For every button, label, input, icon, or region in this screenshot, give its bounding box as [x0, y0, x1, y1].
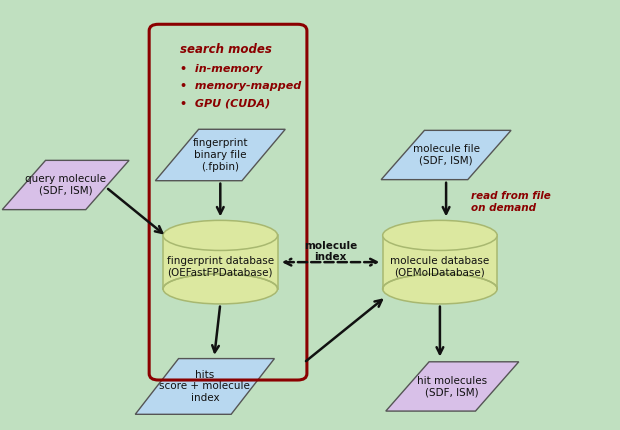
Ellipse shape	[383, 274, 497, 304]
Text: molecule database
(OEMolDatabase): molecule database (OEMolDatabase)	[390, 255, 490, 277]
Text: •  in-memory: • in-memory	[180, 64, 262, 74]
Polygon shape	[156, 129, 285, 181]
Text: molecule file
(SDF, ISM): molecule file (SDF, ISM)	[412, 144, 480, 166]
Ellipse shape	[163, 274, 278, 304]
Text: fingerprint database
(OEFastFPDatabase): fingerprint database (OEFastFPDatabase)	[167, 255, 274, 277]
Polygon shape	[163, 235, 278, 289]
Polygon shape	[386, 362, 519, 411]
Text: read from file
on demand: read from file on demand	[471, 191, 551, 213]
Text: query molecule
(SDF, ISM): query molecule (SDF, ISM)	[25, 174, 106, 196]
Polygon shape	[383, 235, 497, 289]
Text: hits
score + molecule
index: hits score + molecule index	[159, 370, 250, 403]
Ellipse shape	[163, 220, 278, 250]
Polygon shape	[2, 160, 129, 210]
Text: hit molecules
(SDF, ISM): hit molecules (SDF, ISM)	[417, 376, 487, 397]
Text: •  memory-mapped: • memory-mapped	[180, 81, 301, 92]
Text: search modes: search modes	[180, 43, 272, 56]
Text: •  GPU (CUDA): • GPU (CUDA)	[180, 98, 270, 108]
Text: fingerprint
binary file
(.fpbin): fingerprint binary file (.fpbin)	[193, 138, 248, 172]
Ellipse shape	[383, 220, 497, 250]
Text: molecule
index: molecule index	[304, 241, 357, 262]
Polygon shape	[135, 359, 275, 414]
Polygon shape	[381, 130, 511, 180]
